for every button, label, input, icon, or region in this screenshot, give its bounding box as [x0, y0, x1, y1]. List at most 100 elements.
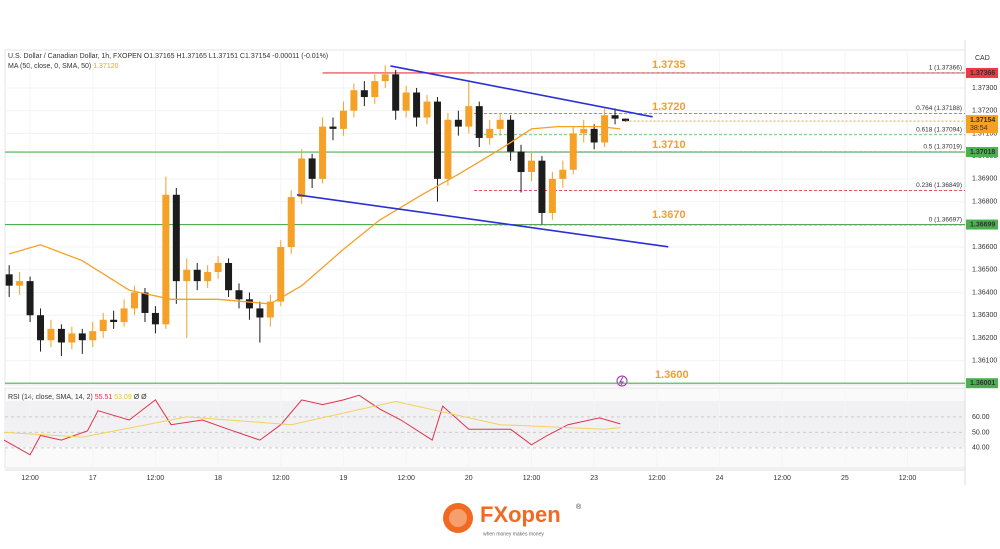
candle-body: [162, 194, 170, 325]
candle-body: [381, 74, 389, 82]
x-tick-label: 19: [340, 475, 348, 482]
candle: [350, 83, 358, 118]
candle-body: [319, 126, 327, 179]
candle-body: [89, 331, 97, 341]
x-tick-label: 25: [841, 475, 849, 482]
rsi-ma-value: 53.09: [114, 394, 132, 401]
y-tick-label: 40.00: [972, 445, 990, 452]
candle-body: [99, 319, 107, 332]
candle-body: [360, 90, 368, 98]
current-price-label: 1.37154: [970, 117, 995, 124]
candle: [527, 151, 535, 182]
candle: [287, 190, 295, 254]
candle: [319, 117, 327, 184]
candle: [266, 294, 274, 327]
event-icon: [616, 375, 628, 387]
candle: [465, 81, 473, 134]
candle: [193, 262, 201, 291]
candle-body: [47, 328, 55, 341]
brand: FXopen: [480, 502, 561, 527]
candle-body: [256, 308, 264, 318]
candle: [26, 276, 34, 323]
candle-body: [569, 133, 577, 170]
y-tick-label: 1.36300: [972, 312, 997, 319]
candle-body: [580, 128, 588, 134]
candle: [183, 258, 191, 338]
candle-body: [527, 160, 535, 173]
candle: [381, 65, 389, 88]
candle-body: [298, 158, 306, 198]
rsi-band: [5, 401, 965, 447]
rsi-line: [3, 400, 621, 438]
candle-body: [371, 81, 379, 98]
x-tick-label: 20: [465, 475, 473, 482]
level-label: 1.37018: [970, 149, 995, 156]
candle-body: [5, 274, 13, 286]
current-price-box: [966, 115, 998, 134]
candle-body: [110, 319, 118, 323]
candle-body: [37, 315, 45, 341]
candle: [444, 112, 452, 186]
candle: [475, 101, 483, 148]
level-box: [966, 67, 998, 78]
level-label: 1.36001: [970, 380, 995, 387]
candle-body: [245, 299, 253, 309]
candle-body: [475, 106, 483, 138]
candle: [433, 97, 441, 202]
candle: [611, 108, 619, 125]
candle-body: [235, 290, 243, 300]
candle: [235, 283, 243, 309]
candle-body: [225, 262, 233, 291]
candle: [5, 265, 13, 298]
candle: [204, 265, 212, 288]
candle: [486, 119, 494, 145]
x-tick-label: 12:00: [147, 475, 165, 482]
candle-body: [433, 101, 441, 179]
level-label: 1.36699: [970, 221, 995, 228]
candle-body: [26, 281, 34, 316]
logo-emblem: [443, 503, 473, 533]
x-tick-label: 12:00: [523, 475, 541, 482]
x-tick-label: 12:00: [272, 475, 290, 482]
price-panel: [4, 49, 966, 386]
candle-body: [266, 301, 274, 318]
candle-body: [172, 194, 180, 282]
candle-body: [611, 115, 619, 119]
rsi-line: [3, 394, 621, 456]
candle-body: [517, 151, 525, 173]
candle-body: [507, 119, 515, 152]
candle: [413, 87, 421, 127]
candle-body: [329, 126, 337, 129]
y-tick-label: 1.36100: [972, 358, 997, 365]
candle: [172, 187, 180, 304]
level-annotation: 1.3670: [652, 209, 686, 221]
candle: [517, 144, 525, 193]
candle-body: [339, 110, 347, 129]
y-tick-label: 1.36200: [972, 335, 997, 342]
candle: [507, 115, 515, 161]
candle: [245, 292, 253, 320]
x-tick-label: 18: [214, 475, 222, 482]
fib-label: 0.236 (1.36849): [916, 182, 962, 189]
rsi-legend: RSI (14, close, SMA, 14, 2) 55.51 53.09 …: [8, 394, 147, 401]
candle-body: [392, 74, 400, 111]
trendline: [296, 193, 669, 248]
level-box: [966, 219, 998, 230]
candle-body: [57, 328, 65, 343]
ma-line: [9, 125, 621, 305]
candle-body: [350, 90, 358, 111]
candle: [99, 312, 107, 338]
level-annotation: 1.3735: [652, 59, 686, 71]
y-tick-label: 60.00: [972, 414, 990, 421]
rsi-extra: Ø Ø: [134, 394, 147, 401]
candle-body: [308, 158, 316, 179]
candle-body: [548, 178, 556, 213]
candle-body: [214, 262, 222, 273]
candle: [120, 299, 128, 327]
x-tick-label: 24: [716, 475, 724, 482]
candle-body: [423, 101, 431, 118]
candle-body: [78, 333, 86, 341]
candle-body: [204, 272, 212, 282]
candle-body: [413, 92, 421, 118]
y-tick-label: 1.36400: [972, 289, 997, 296]
